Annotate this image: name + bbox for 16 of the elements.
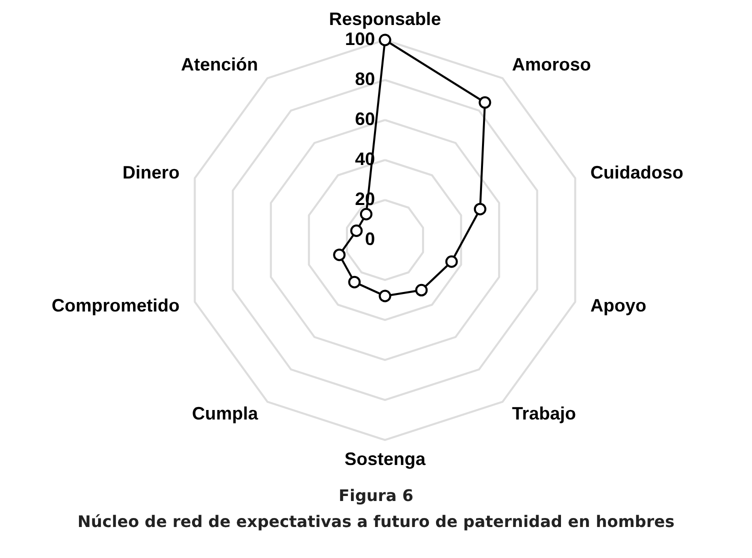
spoke-label: Cuidadoso <box>590 162 684 182</box>
y-tick-label: 80 <box>354 69 375 89</box>
y-tick-label: 100 <box>344 29 375 49</box>
spoke-label: Cumpla <box>192 404 260 424</box>
spoke-label: Amoroso <box>512 54 591 74</box>
y-tick-label: 0 <box>364 229 375 249</box>
spoke-label: Dinero <box>122 162 180 182</box>
spoke-label: Sostenga <box>344 449 426 469</box>
text: Núcleo de red de expectativas a futuro de paternidad en hombres <box>78 512 674 531</box>
spoke-label: Apoyo <box>590 296 646 316</box>
spoke-label: Responsable <box>328 9 442 29</box>
spoke-label: Comprometido <box>52 296 180 316</box>
text: Figura 6 <box>338 486 414 505</box>
spoke-label: Atención <box>181 54 258 74</box>
spoke-label: Trabajo <box>512 404 576 424</box>
y-tick-label: 60 <box>354 109 375 129</box>
